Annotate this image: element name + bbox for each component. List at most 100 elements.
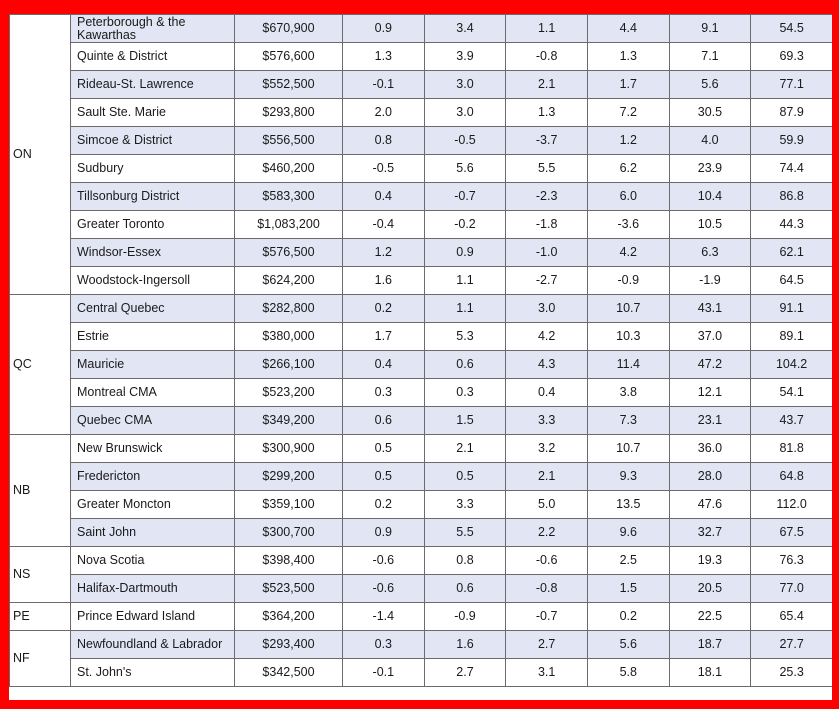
value-cell: -3.7 — [505, 126, 588, 155]
value-cell: -1.9 — [668, 266, 752, 295]
value-cell: 1.5 — [586, 574, 670, 603]
value-cell: -0.8 — [505, 574, 588, 603]
value-cell: 1.7 — [342, 322, 425, 351]
price-cell: $282,800 — [234, 294, 343, 323]
area-cell: Saint John — [70, 518, 235, 547]
area-cell: Greater Moncton — [70, 490, 235, 519]
value-cell: 0.2 — [342, 294, 425, 323]
value-cell: 2.1 — [505, 70, 588, 99]
price-cell: $624,200 — [234, 266, 343, 295]
value-cell: -1.8 — [505, 210, 588, 239]
price-cell: $576,600 — [234, 42, 343, 71]
table-row: Halifax-Dartmouth $523,500 -0.6 0.6 -0.8 1.5 2… — [10, 574, 832, 603]
table-body: ON Peterborough & the Kawarthas $670,900 0.… — [9, 14, 832, 687]
value-cell: 0.4 — [342, 182, 425, 211]
value-cell: 2.7 — [423, 658, 507, 687]
value-cell: 67.5 — [750, 518, 832, 547]
value-cell: 25.3 — [750, 658, 832, 687]
value-cell: 6.2 — [586, 154, 670, 183]
value-cell: 3.9 — [423, 42, 507, 71]
value-cell: 4.2 — [586, 238, 670, 267]
value-cell: 9.3 — [586, 462, 670, 491]
value-cell: 74.4 — [750, 154, 832, 183]
table-row: ON Peterborough & the Kawarthas $670,900 0.… — [9, 14, 832, 295]
value-cell: 5.0 — [505, 490, 588, 519]
value-cell: 3.1 — [505, 658, 588, 687]
value-cell: 64.8 — [750, 462, 832, 491]
table-row: NS Nova Scotia $398,400 -0.6 0.8 -0.6 2.5 19.3 7… — [9, 546, 832, 603]
value-cell: 3.3 — [423, 490, 507, 519]
value-cell: 76.3 — [750, 546, 832, 575]
value-cell: 30.5 — [668, 98, 752, 127]
price-cell: $552,500 — [234, 70, 343, 99]
value-cell: 0.3 — [423, 378, 507, 407]
value-cell: 1.3 — [586, 42, 670, 71]
value-cell: -0.1 — [342, 658, 425, 687]
table-row: Quebec CMA $349,200 0.6 1.5 3.3 7.3 23.1 43.7 — [10, 406, 832, 435]
value-cell: 44.3 — [750, 210, 832, 239]
table-row: Sudbury $460,200 -0.5 5.6 5.5 6.2 23.9 74.4 — [10, 154, 832, 183]
value-cell: 9.1 — [668, 14, 752, 43]
province-cell: QC — [9, 294, 71, 435]
value-cell: 86.8 — [750, 182, 832, 211]
area-cell: Greater Toronto — [70, 210, 235, 239]
value-cell: -0.6 — [342, 546, 425, 575]
value-cell: -0.9 — [586, 266, 670, 295]
value-cell: 5.6 — [423, 154, 507, 183]
value-cell: 43.1 — [668, 294, 752, 323]
area-cell: Quebec CMA — [70, 406, 235, 435]
table-row: Simcoe & District $556,500 0.8 -0.5 -3.7 1.2 4… — [10, 126, 832, 155]
value-cell: -2.7 — [505, 266, 588, 295]
area-cell: Halifax-Dartmouth — [70, 574, 235, 603]
area-cell: Woodstock-Ingersoll — [70, 266, 235, 295]
price-cell: $460,200 — [234, 154, 343, 183]
table-row: Greater Moncton $359,100 0.2 3.3 5.0 13.5 47.6… — [10, 490, 832, 519]
value-cell: 4.4 — [586, 14, 670, 43]
value-cell: -0.7 — [423, 182, 507, 211]
price-cell: $523,200 — [234, 378, 343, 407]
value-cell: 3.0 — [505, 294, 588, 323]
value-cell: 4.0 — [668, 126, 752, 155]
value-cell: 47.2 — [668, 350, 752, 379]
table-row: St. John's $342,500 -0.1 2.7 3.1 5.8 18.1 25.3 — [10, 658, 832, 687]
value-cell: 20.5 — [668, 574, 752, 603]
price-cell: $300,700 — [234, 518, 343, 547]
table-row: Woodstock-Ingersoll $624,200 1.6 1.1 -2.7 -0.… — [10, 266, 832, 295]
value-cell: 11.4 — [586, 350, 670, 379]
price-cell: $359,100 — [234, 490, 343, 519]
value-cell: 81.8 — [750, 434, 832, 463]
value-cell: 87.9 — [750, 98, 832, 127]
value-cell: 36.0 — [668, 434, 752, 463]
value-cell: 19.3 — [668, 546, 752, 575]
area-cell: St. John's — [70, 658, 235, 687]
price-cell: $293,800 — [234, 98, 343, 127]
value-cell: 0.2 — [342, 490, 425, 519]
table-row: Sault Ste. Marie $293,800 2.0 3.0 1.3 7.2 30.5… — [10, 98, 832, 127]
value-cell: 1.3 — [342, 42, 425, 71]
value-cell: 28.0 — [668, 462, 752, 491]
value-cell: 3.2 — [505, 434, 588, 463]
value-cell: -0.1 — [342, 70, 425, 99]
value-cell: 6.3 — [668, 238, 752, 267]
price-cell: $1,083,200 — [234, 210, 343, 239]
area-cell: Newfoundland & Labrador — [70, 630, 235, 659]
value-cell: 43.7 — [750, 406, 832, 435]
value-cell: 5.5 — [505, 154, 588, 183]
area-cell: Central Quebec — [70, 294, 235, 323]
value-cell: -0.7 — [505, 602, 588, 631]
value-cell: 18.1 — [668, 658, 752, 687]
value-cell: -0.2 — [423, 210, 507, 239]
area-cell: Sudbury — [70, 154, 235, 183]
table-row: Greater Toronto $1,083,200 -0.4 -0.2 -1.8 -3.… — [10, 210, 832, 239]
value-cell: 0.5 — [342, 462, 425, 491]
price-cell: $398,400 — [234, 546, 343, 575]
value-cell: 27.7 — [750, 630, 832, 659]
value-cell: 23.9 — [668, 154, 752, 183]
value-cell: 0.5 — [342, 434, 425, 463]
value-cell: 2.0 — [342, 98, 425, 127]
value-cell: 91.1 — [750, 294, 832, 323]
table-row: PE Prince Edward Island $364,200 -1.4 -0.9 -0… — [9, 602, 832, 631]
value-cell: 1.2 — [342, 238, 425, 267]
value-cell: 3.0 — [423, 70, 507, 99]
table-row: Montreal CMA $523,200 0.3 0.3 0.4 3.8 12.1 54.1 — [10, 378, 832, 407]
